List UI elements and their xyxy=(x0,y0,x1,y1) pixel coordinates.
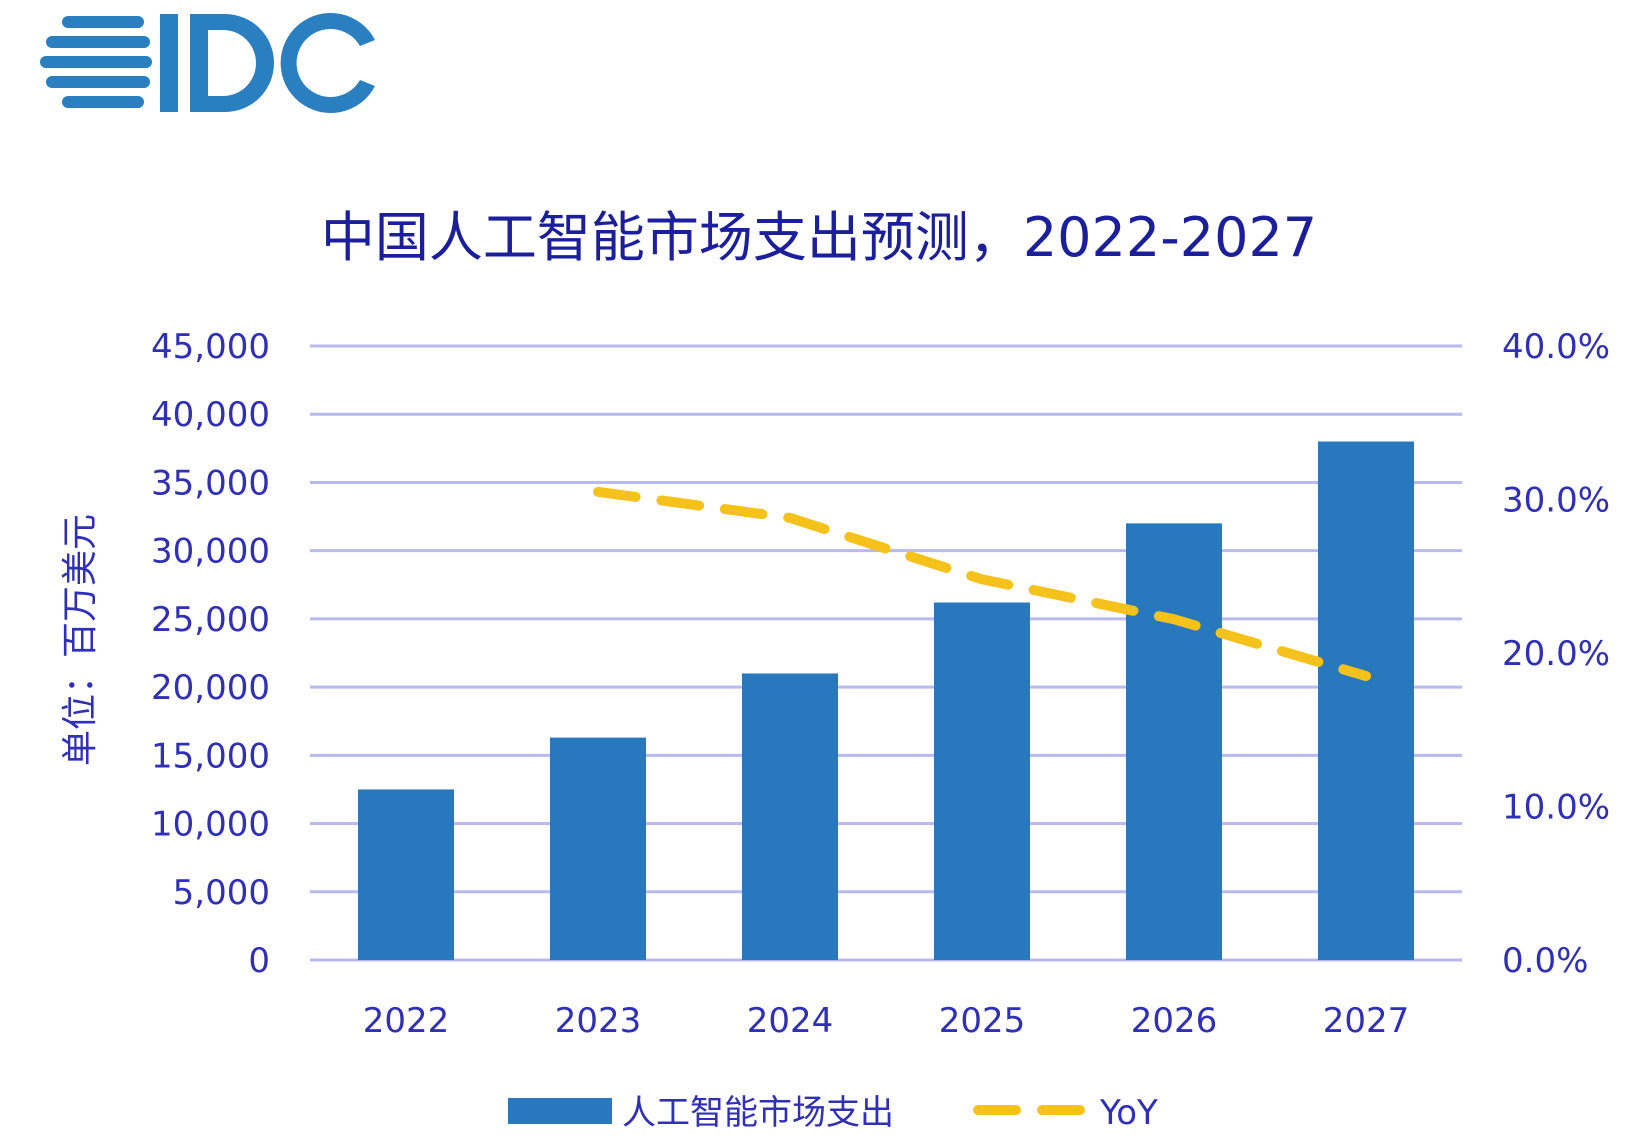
y-tick-label: 25,000 xyxy=(151,600,270,640)
x-tick-label: 2026 xyxy=(1131,1001,1218,1041)
y2-tick-label: 20.0% xyxy=(1502,634,1610,674)
bar-2027 xyxy=(1318,441,1414,960)
y-tick-label: 0 xyxy=(248,941,270,981)
x-tick-label: 2027 xyxy=(1323,1001,1410,1041)
bar-2026 xyxy=(1126,523,1222,960)
legend-label-spending: 人工智能市场支出 xyxy=(622,1093,894,1133)
bar-2022 xyxy=(358,789,454,960)
yoy-line xyxy=(593,486,1371,682)
x-axis-ticks: 2022 2023 2024 2025 2026 2027 xyxy=(363,1001,1410,1041)
y-tick-label: 30,000 xyxy=(151,532,270,572)
idc-logo xyxy=(40,12,375,114)
bar-series xyxy=(358,441,1414,960)
y2-tick-label: 10.0% xyxy=(1502,788,1610,828)
y-tick-label: 10,000 xyxy=(151,805,270,845)
gridlines xyxy=(310,344,1462,962)
x-tick-label: 2022 xyxy=(363,1001,450,1041)
y-tick-label: 5,000 xyxy=(173,873,270,913)
x-tick-label: 2023 xyxy=(555,1001,642,1041)
y-tick-label: 20,000 xyxy=(151,668,270,708)
chart-title: 中国人工智能市场支出预测，2022-2027 xyxy=(321,206,1317,269)
idc-logo-globe-icon xyxy=(40,16,152,108)
x-tick-label: 2025 xyxy=(939,1001,1026,1041)
bar-2025 xyxy=(934,602,1030,960)
y-tick-label: 40,000 xyxy=(151,395,270,435)
bar-2023 xyxy=(550,737,646,960)
legend: 人工智能市场支出 YoY xyxy=(508,1093,1158,1133)
y-tick-label: 35,000 xyxy=(151,463,270,503)
x-tick-label: 2024 xyxy=(747,1001,834,1041)
bar-2024 xyxy=(742,673,838,960)
y2-tick-label: 30.0% xyxy=(1502,481,1610,521)
idc-logo-letters xyxy=(160,12,375,114)
y2-tick-label: 40.0% xyxy=(1502,327,1610,367)
left-axis-ticks: 0 5,000 10,000 15,000 20,000 25,000 30,000 35,0… xyxy=(151,327,270,981)
yoy-line-series xyxy=(593,486,1371,682)
y-tick-label: 15,000 xyxy=(151,736,270,776)
y-axis-label: 单位：百万美元 xyxy=(60,514,101,766)
y-tick-label: 45,000 xyxy=(151,327,270,367)
y2-tick-label: 0.0% xyxy=(1502,941,1588,981)
right-axis-ticks: 0.0% 10.0% 20.0% 30.0% 40.0% xyxy=(1502,327,1610,981)
legend-label-yoy: YoY xyxy=(1099,1093,1158,1133)
legend-swatch-bar xyxy=(508,1098,612,1124)
